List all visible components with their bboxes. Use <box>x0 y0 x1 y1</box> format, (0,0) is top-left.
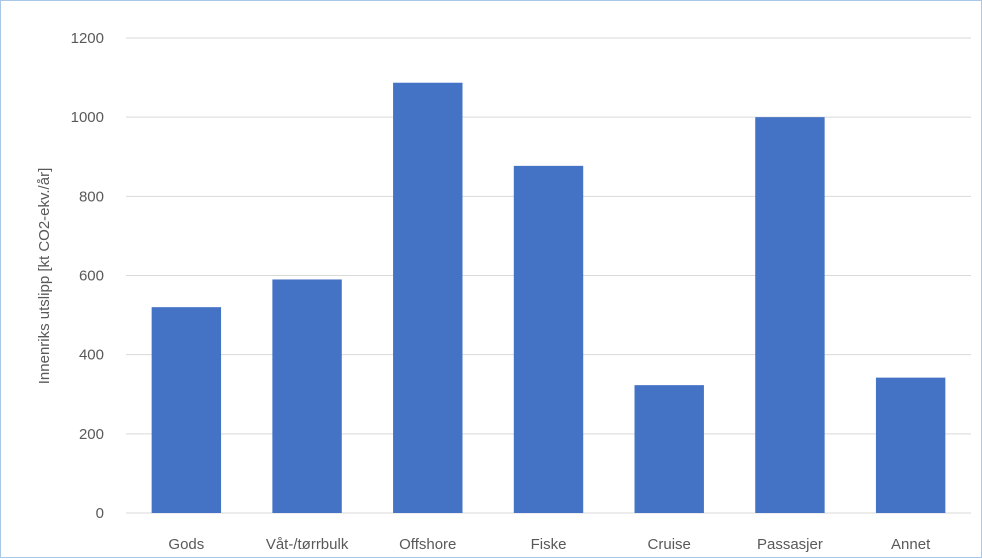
x-category-label: Offshore <box>399 536 456 553</box>
y-tick-label: 800 <box>79 188 104 205</box>
x-category-label: Cruise <box>648 536 691 553</box>
bar-1 <box>272 279 342 513</box>
x-axis-categories: Gods Våt-/tørrbulk Offshore Fiske Cruise Pass… <box>168 536 931 553</box>
bar-4 <box>634 385 704 513</box>
bars <box>151 82 946 514</box>
bar-5 <box>755 117 825 514</box>
y-tick-label: 600 <box>79 268 104 285</box>
y-tick-label: 400 <box>79 347 104 364</box>
x-category-label: Annet <box>891 536 931 553</box>
y-tick-label: 0 <box>96 505 104 522</box>
x-category-label: Fiske <box>531 536 567 553</box>
bar-3 <box>513 165 584 513</box>
x-category-label: Gods <box>168 536 204 553</box>
y-axis-ticks: 0 200 400 600 800 1000 1200 <box>71 30 104 522</box>
bar-2 <box>393 82 463 514</box>
y-tick-label: 1200 <box>71 30 104 47</box>
y-tick-label: 200 <box>79 426 104 443</box>
y-tick-label: 1000 <box>71 109 104 126</box>
x-category-label: Passasjer <box>757 536 823 553</box>
bar-6 <box>875 377 946 513</box>
bar-0 <box>151 307 222 513</box>
y-axis-title: Innenriks utslipp [kt CO2-ekv./år] <box>36 168 53 384</box>
x-category-label: Våt-/tørrbulk <box>266 536 349 553</box>
